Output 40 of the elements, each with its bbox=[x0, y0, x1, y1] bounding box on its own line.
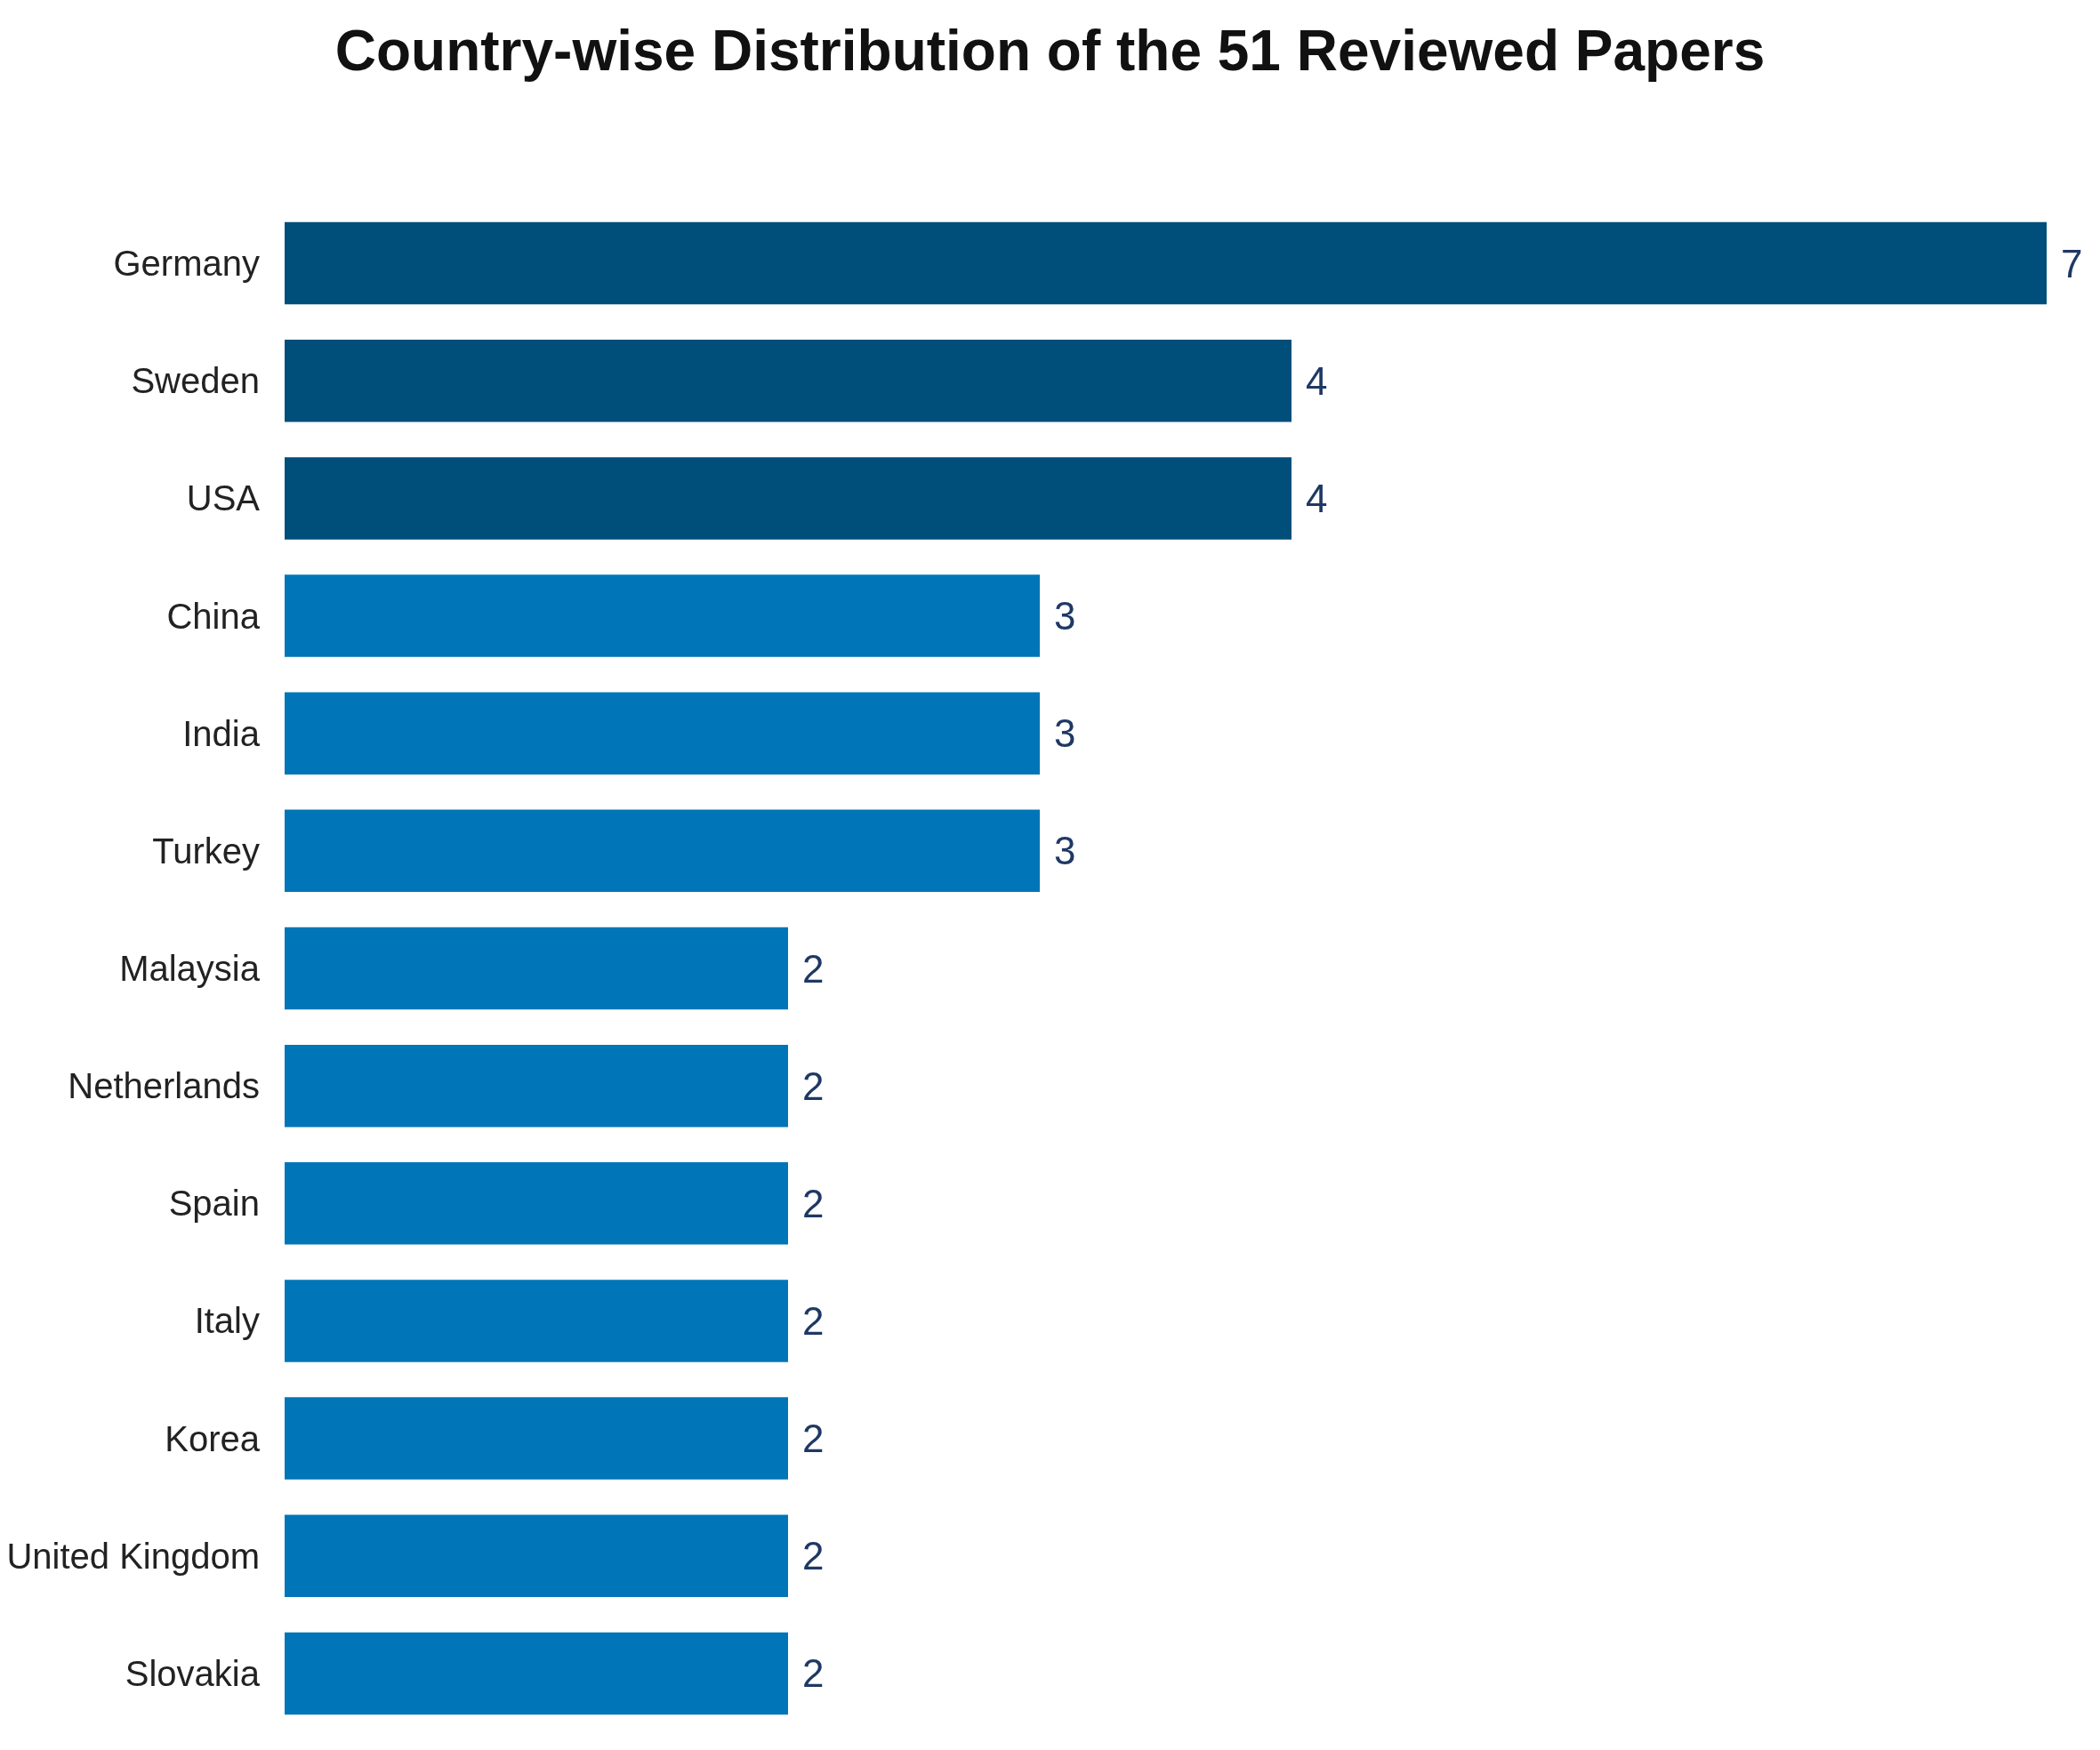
bar bbox=[285, 221, 2047, 305]
bar bbox=[285, 1397, 788, 1480]
data-label: 3 bbox=[1054, 829, 1076, 873]
y-tick-label: China bbox=[166, 596, 261, 636]
data-label: 4 bbox=[1306, 476, 1328, 520]
y-tick-label: United Kingdom bbox=[6, 1536, 260, 1576]
bar bbox=[285, 1280, 788, 1362]
bar bbox=[285, 1514, 788, 1598]
data-label: 4 bbox=[1306, 358, 1328, 403]
y-tick-label: Netherlands bbox=[68, 1066, 260, 1106]
data-label: 3 bbox=[1054, 711, 1076, 756]
bar bbox=[285, 692, 1040, 775]
bar bbox=[285, 574, 1040, 657]
y-tick-label: USA bbox=[186, 478, 261, 518]
data-label: 2 bbox=[802, 1181, 825, 1225]
data-label: 2 bbox=[802, 1064, 825, 1108]
bar bbox=[285, 457, 1291, 540]
bar bbox=[285, 339, 1291, 422]
bar bbox=[285, 809, 1040, 893]
y-tick-label: Spain bbox=[168, 1184, 260, 1224]
y-tick-label: Germany bbox=[113, 244, 260, 284]
bar bbox=[285, 927, 788, 1010]
data-label: 2 bbox=[802, 946, 825, 991]
data-label: 2 bbox=[802, 1298, 825, 1343]
y-tick-label: Turkey bbox=[152, 831, 260, 871]
y-tick-label: Slovakia bbox=[125, 1653, 261, 1693]
y-tick-label: Sweden bbox=[131, 361, 260, 401]
y-tick-label: Korea bbox=[165, 1418, 261, 1458]
data-label: 2 bbox=[802, 1417, 825, 1461]
chart-title: Country-wise Distribution of the 51 Reviewed Papers bbox=[334, 19, 1766, 83]
bar bbox=[285, 1632, 788, 1715]
data-label: 3 bbox=[1054, 594, 1076, 638]
bar bbox=[285, 1044, 788, 1128]
data-label: 2 bbox=[802, 1651, 825, 1696]
data-label: 2 bbox=[802, 1534, 825, 1578]
y-tick-label: India bbox=[182, 713, 261, 753]
data-label: 7 bbox=[2061, 241, 2083, 285]
y-tick-label: Malaysia bbox=[119, 949, 261, 988]
bar bbox=[285, 1162, 788, 1245]
y-tick-label: Italy bbox=[194, 1301, 260, 1341]
